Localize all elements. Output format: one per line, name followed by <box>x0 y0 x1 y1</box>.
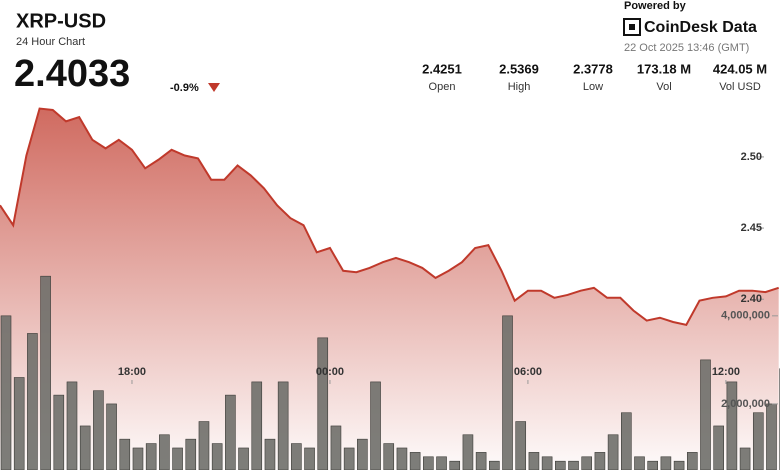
volume-bar <box>120 439 130 470</box>
volume-bar <box>252 382 262 470</box>
volume-bar <box>740 448 750 470</box>
y2-tick-label: 2,000,000 <box>721 398 770 410</box>
volume-bar <box>371 382 381 470</box>
volume-bar <box>423 457 433 470</box>
down-arrow <box>208 83 220 92</box>
volume-bar <box>265 439 275 470</box>
volume-bar <box>727 382 737 470</box>
volume-bar <box>489 461 499 470</box>
volume-bar <box>674 461 684 470</box>
brand: CoinDesk Data <box>644 19 757 36</box>
volume-bar <box>621 413 631 470</box>
volume-bar <box>397 448 407 470</box>
stat-value: 424.05 M <box>713 61 767 76</box>
volume-bar <box>503 316 513 470</box>
volume-bar <box>1 316 11 470</box>
price: 2.4033 <box>14 53 130 95</box>
logo <box>629 24 635 30</box>
volume-bar <box>463 435 473 470</box>
volume-bar <box>54 395 64 470</box>
powered-by: Powered by <box>624 0 687 12</box>
stat-value: 173.18 M <box>637 61 691 76</box>
volume-bar <box>569 461 579 470</box>
volume-bar <box>173 448 183 470</box>
volume-bar <box>542 457 552 470</box>
timestamp: 22 Oct 2025 13:46 (GMT) <box>624 42 749 54</box>
volume-bar <box>608 435 618 470</box>
stat-label: High <box>508 81 531 93</box>
stat-value: 2.3778 <box>573 61 613 76</box>
stat-label: Vol <box>656 81 671 93</box>
volume-bar <box>516 422 526 470</box>
stats: 2.4251 Open 2.5369 High 2.3778 Low 173.18 M Vol… <box>422 61 767 92</box>
volume-bar <box>753 413 763 470</box>
volume-bar <box>199 422 209 470</box>
volume-bar <box>450 461 460 470</box>
volume-bar <box>648 461 658 470</box>
volume-bar <box>766 404 776 470</box>
volume-bar <box>107 404 117 470</box>
change: -0.9% <box>170 82 199 94</box>
title: XRP-USD <box>16 10 106 32</box>
volume-bar <box>14 378 24 471</box>
volume-bar <box>27 333 37 470</box>
stat-value: 2.4251 <box>422 61 462 76</box>
volume-bar <box>529 452 539 470</box>
volume-bar <box>410 452 420 470</box>
volume-bar <box>305 448 315 470</box>
stat-label: Open <box>429 81 456 93</box>
y2-tick-label: 4,000,000 <box>721 310 770 322</box>
volume-bar <box>582 457 592 470</box>
volume-bar <box>291 444 301 470</box>
x-tick-label: 06:00 <box>514 366 542 378</box>
volume-bar <box>714 426 724 470</box>
plot: 2.40 2.45 2.50 2,000,000 4,000,000 18:00 00:00… <box>0 109 780 470</box>
volume-bar <box>146 444 156 470</box>
volume-bar <box>186 439 196 470</box>
volume-bar <box>595 452 605 470</box>
volume-bar <box>67 382 77 470</box>
volume-bar <box>687 452 697 470</box>
volume-bar <box>344 448 354 470</box>
volume-bar <box>80 426 90 470</box>
volume-bar <box>476 452 486 470</box>
subtitle: 24 Hour Chart <box>16 36 85 48</box>
volume-bar <box>635 457 645 470</box>
volume-bar <box>159 435 169 470</box>
volume-bar <box>555 461 565 470</box>
volume-bar <box>437 457 447 470</box>
volume-bar <box>318 338 328 470</box>
volume-bar <box>700 360 710 470</box>
volume-bar <box>41 276 51 470</box>
volume-bar <box>661 457 671 470</box>
volume-bar <box>239 448 249 470</box>
volume-bar <box>225 395 235 470</box>
volume-bar <box>93 391 103 470</box>
volume-bar <box>133 448 143 470</box>
stat-label: Low <box>583 81 603 93</box>
y-tick-label: 2.45 <box>741 222 762 234</box>
volume-bar <box>384 444 394 470</box>
stat-value: 2.5369 <box>499 61 539 76</box>
x-tick-label: 18:00 <box>118 366 146 378</box>
y-tick-label: 2.40 <box>741 293 762 305</box>
volume-bar <box>331 426 341 470</box>
x-tick-label: 00:00 <box>316 366 344 378</box>
x-tick-label: 12:00 <box>712 366 740 378</box>
volume-bar <box>357 439 367 470</box>
y-tick-label: 2.50 <box>741 151 762 163</box>
volume-bar <box>212 444 222 470</box>
stat-label: Vol USD <box>719 81 761 93</box>
volume-bar <box>278 382 288 470</box>
